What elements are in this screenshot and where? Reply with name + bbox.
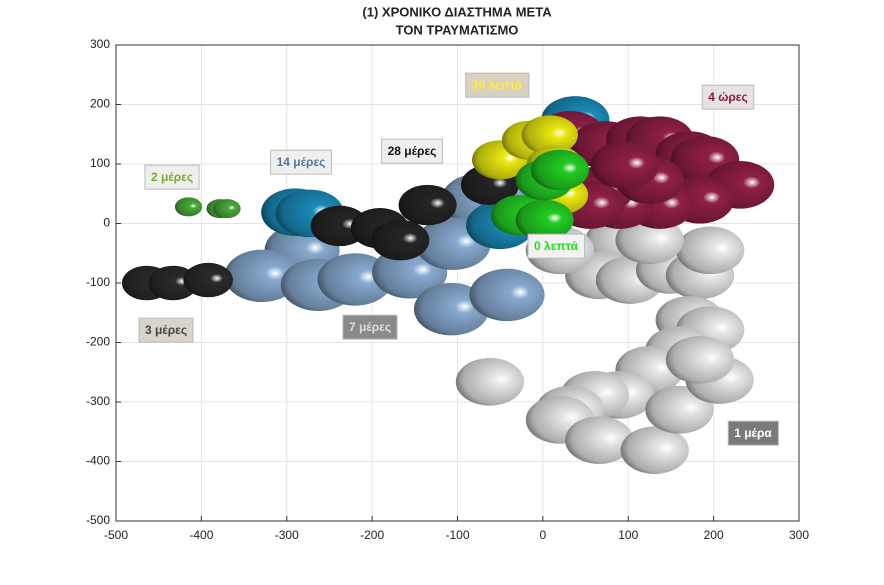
series-label-box — [138, 317, 194, 343]
y-tick-label: -300 — [86, 394, 110, 408]
sphere — [565, 416, 634, 464]
sphere — [174, 197, 203, 217]
sphere — [213, 199, 241, 219]
x-tick-label: 300 — [789, 528, 809, 542]
sphere — [665, 335, 735, 384]
series-label: 0 λεπτά — [534, 239, 579, 253]
y-tick-label: -100 — [86, 275, 110, 289]
y-tick-label: -200 — [86, 335, 110, 349]
x-tick-label: 0 — [540, 528, 547, 542]
x-tick-label: -200 — [360, 528, 384, 542]
series-label: 1 μέρα — [734, 426, 772, 440]
x-tick-label: -100 — [445, 528, 469, 542]
x-tick-label: 200 — [704, 528, 724, 542]
x-tick-label: -500 — [104, 528, 128, 542]
x-tick-label: -400 — [189, 528, 213, 542]
series-label: 30 λεπτά — [472, 78, 523, 92]
chart-title: ΤΟΝ ΤΡΑΥΜΑΤΙΣΜΟ — [396, 22, 519, 37]
series-label-box — [381, 138, 443, 164]
series-label-box — [527, 233, 586, 259]
sphere — [371, 219, 430, 261]
sphere — [530, 149, 589, 191]
series-label-box — [342, 314, 398, 340]
series-label-box — [727, 420, 779, 446]
y-tick-label: 200 — [90, 97, 110, 111]
sphere — [515, 199, 574, 241]
sphere — [224, 249, 300, 303]
y-tick-label: 300 — [90, 37, 110, 51]
sphere — [645, 385, 714, 434]
sphere — [398, 184, 457, 226]
axes-box — [115, 44, 800, 522]
series-label: 7 μέρες — [349, 320, 391, 334]
chart-title: (1) ΧΡΟΝΙΚΟ ΔΙΑΣΤΗΜΑ ΜΕΤΑ — [362, 4, 552, 19]
series-label-box — [270, 149, 332, 175]
y-tick-label: 100 — [90, 156, 110, 170]
series-label: 14 μέρες — [277, 155, 326, 169]
series-label: 2 μέρες — [151, 170, 193, 184]
sphere — [455, 357, 525, 406]
series-label-box — [144, 164, 200, 190]
sphere — [676, 226, 745, 275]
series-label-box — [701, 84, 755, 110]
x-tick-label: 100 — [618, 528, 638, 542]
x-tick-label: -300 — [275, 528, 299, 542]
y-tick-label: -400 — [86, 454, 110, 468]
sphere — [590, 141, 659, 189]
y-tick-label: -500 — [86, 513, 110, 527]
series-label-box — [465, 72, 530, 98]
series-label: 4 ώρες — [708, 90, 748, 104]
sphere — [620, 426, 689, 474]
sphere — [521, 115, 578, 155]
sphere — [183, 262, 233, 298]
series-label: 28 μέρες — [388, 144, 437, 158]
sphere — [469, 268, 545, 322]
y-tick-label: 0 — [103, 216, 110, 230]
series-label: 3 μέρες — [145, 323, 187, 337]
